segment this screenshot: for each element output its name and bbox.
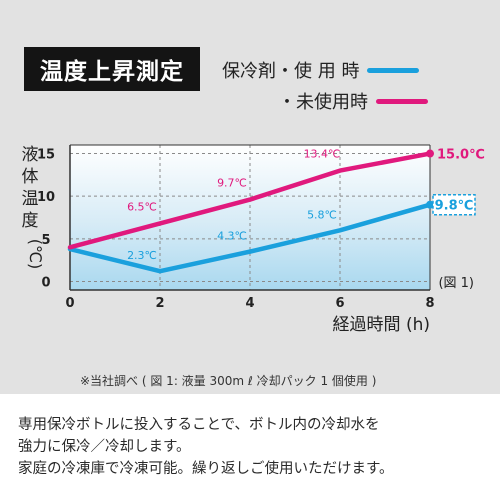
end-value-label: 15.0℃ (437, 148, 485, 163)
y-axis-title-char: 温 (22, 189, 39, 209)
y-axis-title-char: 体 (22, 167, 39, 187)
x-tick-label: 8 (425, 296, 434, 311)
product-description: 専用保冷ボトルに投入することで、ボトル内の冷却水を 強力に保冷／冷却します。 家… (18, 414, 488, 480)
y-axis-title-char: 液 (22, 145, 39, 165)
description-line: 家庭の冷凍庫で冷凍可能。繰り返しご使用いただけます。 (18, 461, 394, 477)
end-value-label: 9.8℃ (435, 199, 474, 214)
x-axis-title: 経過時間 (h) (333, 315, 430, 335)
legend-item-cooling: 保冷剤・使 用 時 (222, 57, 420, 83)
y-tick-label: 0 (41, 275, 50, 290)
x-tick-label: 0 (65, 296, 74, 311)
legend-swatch-none (376, 98, 428, 104)
y-tick-label: 15 (37, 148, 55, 163)
description-line: 強力に保冷／冷却します。 (18, 439, 191, 455)
y-axis-unit: (℃) (26, 239, 45, 269)
y-tick-label: 5 (41, 233, 50, 248)
data-label: 2.3℃ (127, 249, 157, 262)
legend-item-none: ・未使用時 (278, 88, 428, 114)
data-label: 5.8℃ (307, 208, 337, 221)
legend-label-cooling: 保冷剤・使 用 時 (222, 61, 360, 82)
x-tick-label: 6 (335, 296, 344, 311)
x-tick-label: 4 (245, 296, 254, 311)
x-tick-label: 2 (155, 296, 164, 311)
series-line-cooling (67, 202, 433, 274)
description-line: 専用保冷ボトルに投入することで、ボトル内の冷却水を (18, 417, 380, 433)
data-point (426, 200, 434, 209)
data-label: 6.5℃ (127, 200, 157, 213)
data-label: 4.3℃ (217, 230, 247, 243)
y-tick-label: 10 (37, 190, 55, 205)
footnote: ※当社調べ ( 図 1: 液量 300m ℓ 冷却パック 1 個使用 ) (80, 374, 377, 388)
figure-note: (図 1) (438, 276, 474, 291)
data-point (426, 149, 434, 158)
y-axis-title-char: 度 (22, 211, 39, 231)
title-badge: 温度上昇測定 (24, 47, 200, 91)
end-value-box (432, 193, 476, 216)
data-label: 9.7℃ (217, 177, 247, 190)
series-line-none (67, 151, 433, 250)
legend-label-none: ・未使用時 (278, 92, 368, 113)
legend-swatch-cooling (367, 67, 420, 73)
data-label: 13.4℃ (304, 148, 341, 161)
